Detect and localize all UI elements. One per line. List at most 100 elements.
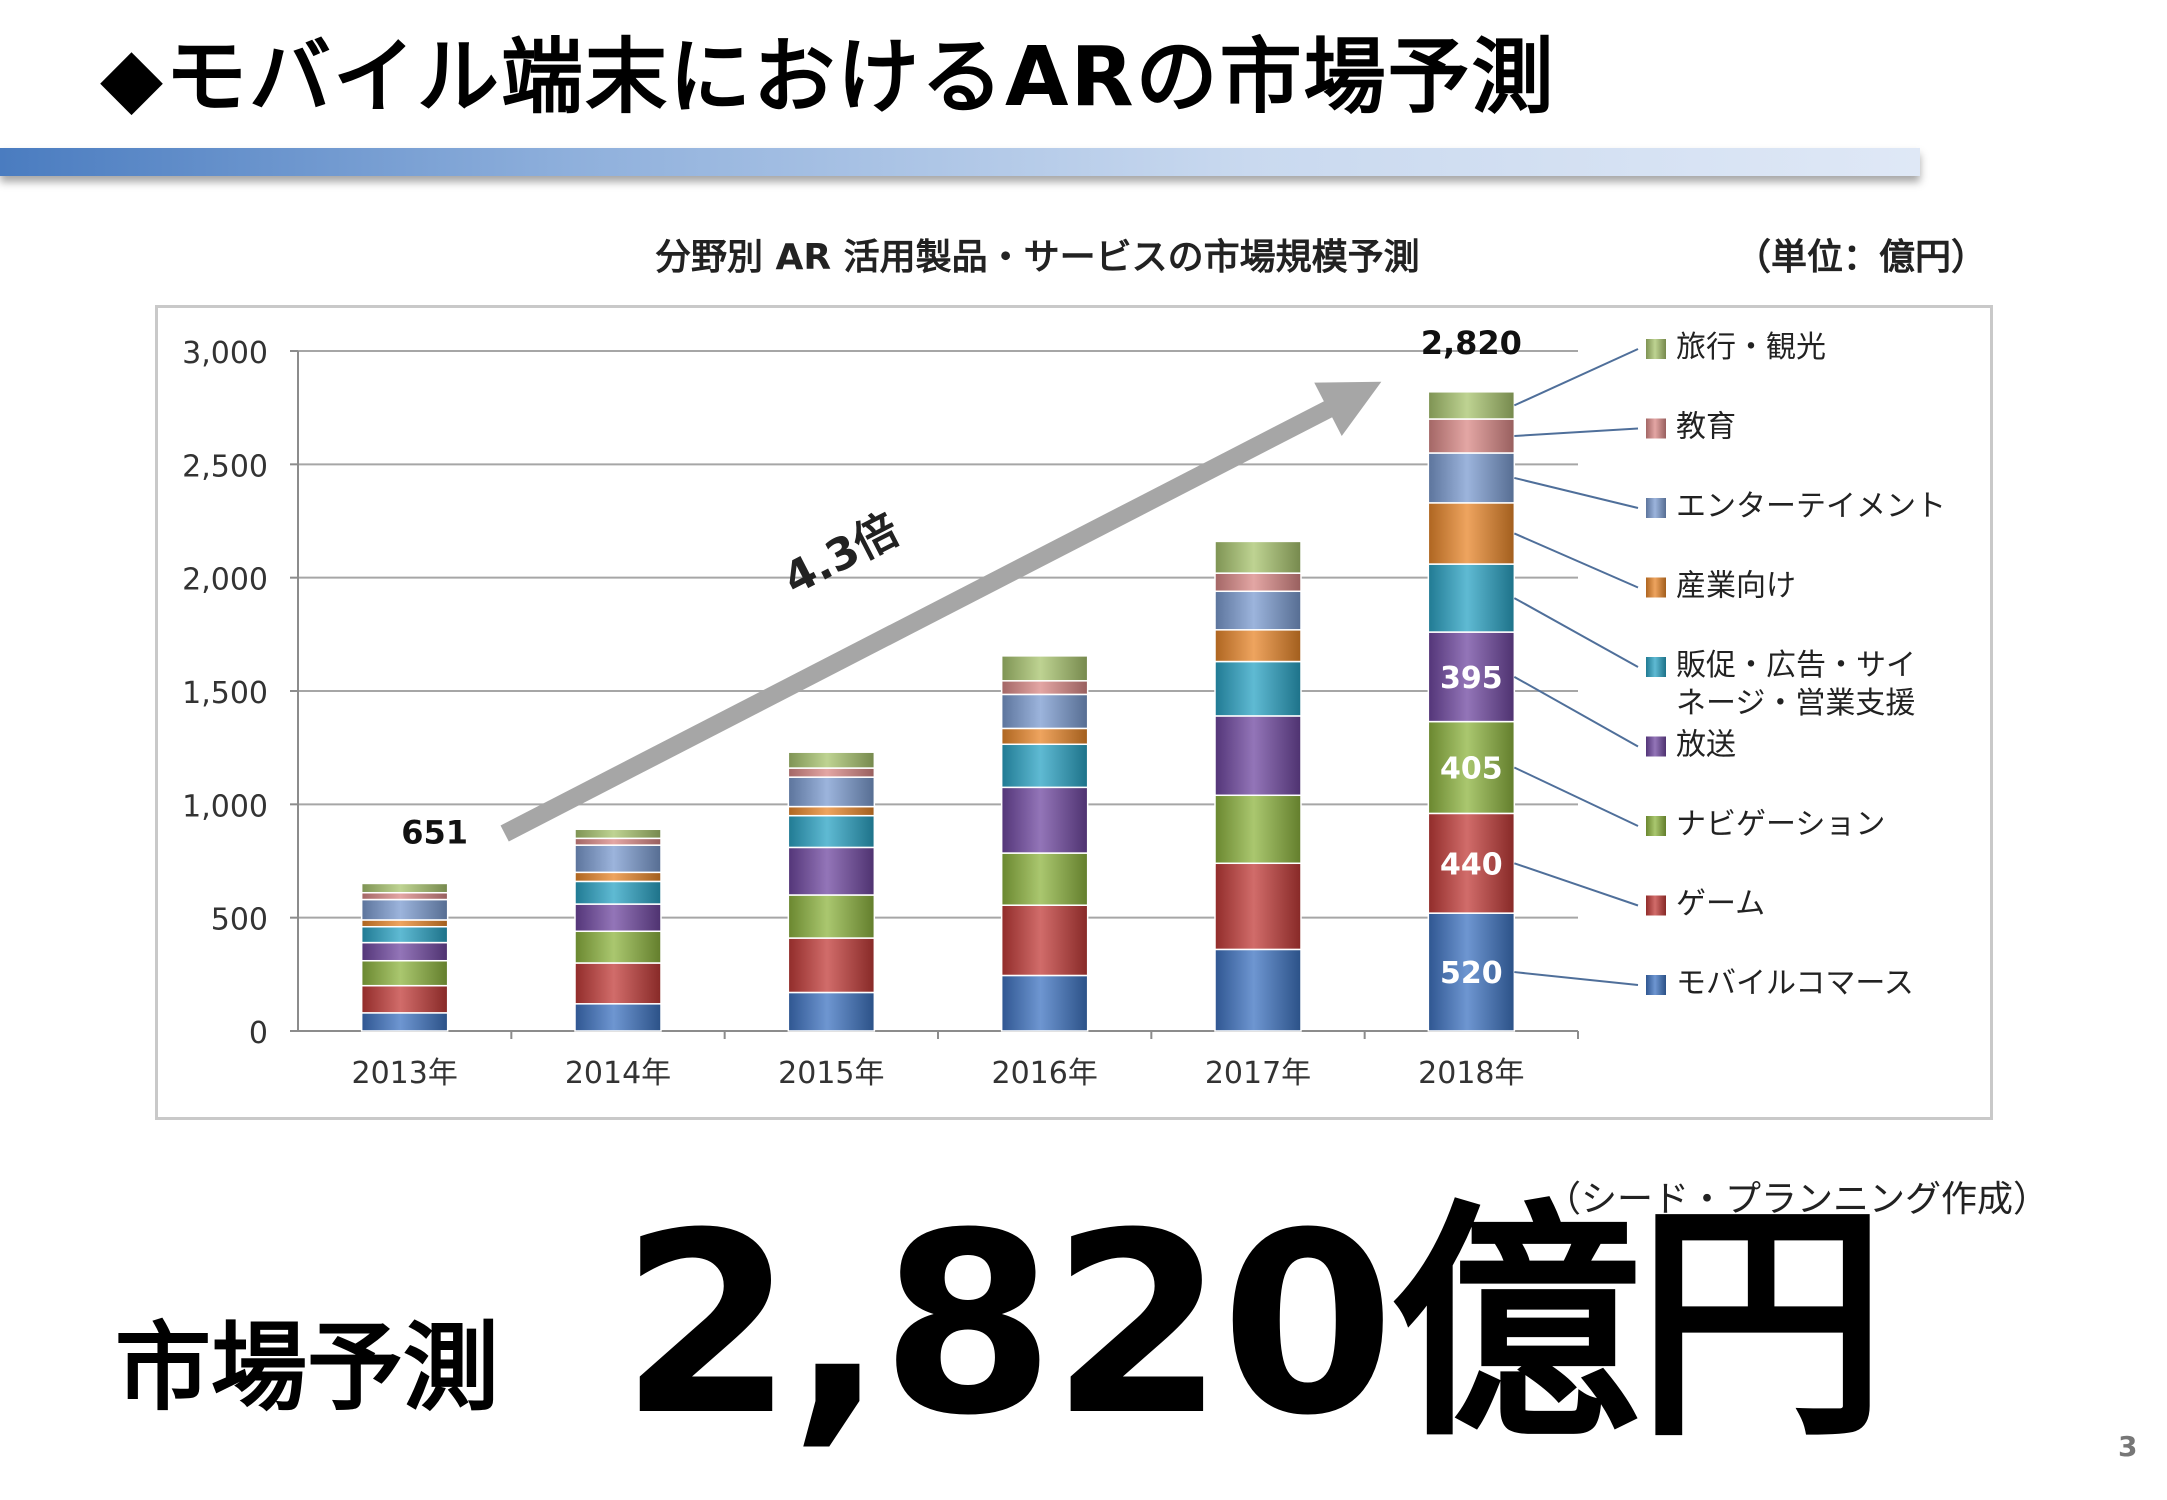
chart-unit-label: （単位：億円） xyxy=(1735,237,1988,278)
bar-segment xyxy=(574,844,662,874)
bar-segment xyxy=(360,882,449,894)
stacked-bar-chart: 0 500 1,000 1,500 2,000 2,500 3,000 2013年 2014年 2… xyxy=(182,324,1946,1091)
x-tick-label: 2016年 xyxy=(991,1056,1097,1091)
total-label-2013: 651 xyxy=(401,813,468,851)
bar-segment xyxy=(1214,540,1302,574)
bar-segment xyxy=(1214,629,1302,663)
bar-data-label: 520 xyxy=(1440,956,1503,991)
bar-segment xyxy=(1000,904,1089,977)
growth-label: 4.3倍 xyxy=(775,504,907,605)
legend-leader-line xyxy=(1513,675,1639,748)
legend-leader-line xyxy=(1513,532,1639,589)
growth-arrow-shaft xyxy=(500,396,1342,842)
bar-segment xyxy=(360,984,449,1014)
x-tick-label: 2013年 xyxy=(351,1056,457,1091)
bar-segment xyxy=(787,751,876,769)
bar-segment xyxy=(360,919,449,928)
bar-segment xyxy=(574,903,662,933)
legend-label: モバイルコマース xyxy=(1676,966,1914,1001)
market-forecast-value: 2,820億円 xyxy=(620,1179,1887,1470)
legend-swatch xyxy=(1646,975,1666,995)
y-tick-label: 1,500 xyxy=(182,676,268,711)
bar-segment xyxy=(1000,974,1089,1032)
bar-segment xyxy=(574,837,662,846)
bar-segment xyxy=(1214,948,1302,1032)
bar-segment xyxy=(1000,693,1089,730)
bar-segment xyxy=(574,828,662,840)
bar-segment xyxy=(1427,502,1516,565)
legend-label: 産業向け xyxy=(1676,569,1796,604)
chart-frame: 0 500 1,000 1,500 2,000 2,500 3,000 2013年 2014年 2… xyxy=(155,305,1993,1120)
bar-segment xyxy=(1000,852,1089,906)
bar-segment xyxy=(1214,590,1302,631)
legend-label: エンターテイメント xyxy=(1676,489,1946,524)
legend-swatch xyxy=(1646,895,1666,916)
y-tick-label: 2,500 xyxy=(182,449,268,484)
page-number: 3 xyxy=(2118,1430,2138,1463)
legend-leader-line xyxy=(1513,348,1639,407)
bar-data-label: 440 xyxy=(1440,847,1503,882)
legend-swatch xyxy=(1646,498,1666,518)
total-label-2018: 2,820 xyxy=(1421,324,1522,362)
y-tick-label: 500 xyxy=(211,903,268,938)
bar-segment xyxy=(1214,862,1302,951)
legend-leader-line xyxy=(1514,427,1639,437)
slide-title: ◆モバイル端末におけるARの市場予測 xyxy=(100,30,1556,125)
bar-segment xyxy=(574,962,662,1005)
x-tick-label: 2018年 xyxy=(1418,1056,1524,1091)
bar-segment xyxy=(1000,743,1089,789)
legend-label: 販促・広告・サイ xyxy=(1676,648,1916,683)
legend-swatch xyxy=(1646,657,1666,677)
legend-leader-line xyxy=(1513,766,1639,827)
bar-segment xyxy=(360,898,449,921)
y-tick-label: 1,000 xyxy=(182,789,268,824)
bar-segment xyxy=(1214,660,1302,717)
bar-segment xyxy=(1214,794,1302,865)
legend-label: ネージ・営業支援 xyxy=(1676,686,1915,721)
legend-label: 旅行・観光 xyxy=(1676,330,1826,365)
bar-segment xyxy=(787,776,876,808)
bar-segment xyxy=(1000,655,1089,682)
bar-segment xyxy=(787,814,876,849)
bar-segment xyxy=(574,1003,662,1032)
legend-label: ゲーム xyxy=(1676,887,1765,922)
legend-leader-line xyxy=(1514,862,1639,907)
x-tick-label: 2014年 xyxy=(565,1056,671,1091)
bar-segment xyxy=(787,937,876,994)
legend-swatch xyxy=(1646,577,1666,598)
bar-segment xyxy=(574,880,662,905)
legend-label: 教育 xyxy=(1676,410,1736,445)
bar-segment xyxy=(360,1012,449,1032)
bar-data-label: 405 xyxy=(1440,752,1503,787)
bar-segment xyxy=(1214,572,1302,593)
bar-segment xyxy=(1427,391,1516,420)
bar-segment xyxy=(360,925,449,944)
y-tick-label: 0 xyxy=(249,1016,268,1051)
legend-label: 放送 xyxy=(1676,728,1736,763)
source-note: （シード・プランニング作成） xyxy=(1545,1179,2050,1220)
y-tick-label: 3,000 xyxy=(182,336,268,371)
bar-segment xyxy=(787,805,876,817)
bar-segment xyxy=(574,871,662,883)
y-tick-label: 2,000 xyxy=(182,563,268,598)
chart-title: 分野別 AR 活用製品・サービスの市場規模予測 xyxy=(655,237,1420,278)
bar-segment xyxy=(1427,418,1516,454)
bar-segment xyxy=(1427,563,1516,633)
bar-segment xyxy=(1000,727,1089,746)
bar-segment xyxy=(360,891,449,901)
bar-segment xyxy=(787,767,876,778)
bar-segment xyxy=(574,930,662,964)
bar-data-label: 395 xyxy=(1440,661,1503,696)
title-underline-bar xyxy=(0,148,1920,176)
bar-segment xyxy=(360,941,449,962)
bar-segment xyxy=(1214,715,1302,797)
legend-leader-line xyxy=(1514,971,1639,986)
bar-segment xyxy=(1000,786,1089,854)
x-tick-label: 2017年 xyxy=(1205,1056,1311,1091)
market-forecast-label: 市場予測 xyxy=(115,1312,499,1424)
x-tick-label: 2015年 xyxy=(778,1056,884,1091)
bar-segment xyxy=(787,894,876,939)
bar-segment xyxy=(360,959,449,987)
bar-segment xyxy=(1000,680,1089,696)
growth-arrow-head xyxy=(1314,381,1382,436)
